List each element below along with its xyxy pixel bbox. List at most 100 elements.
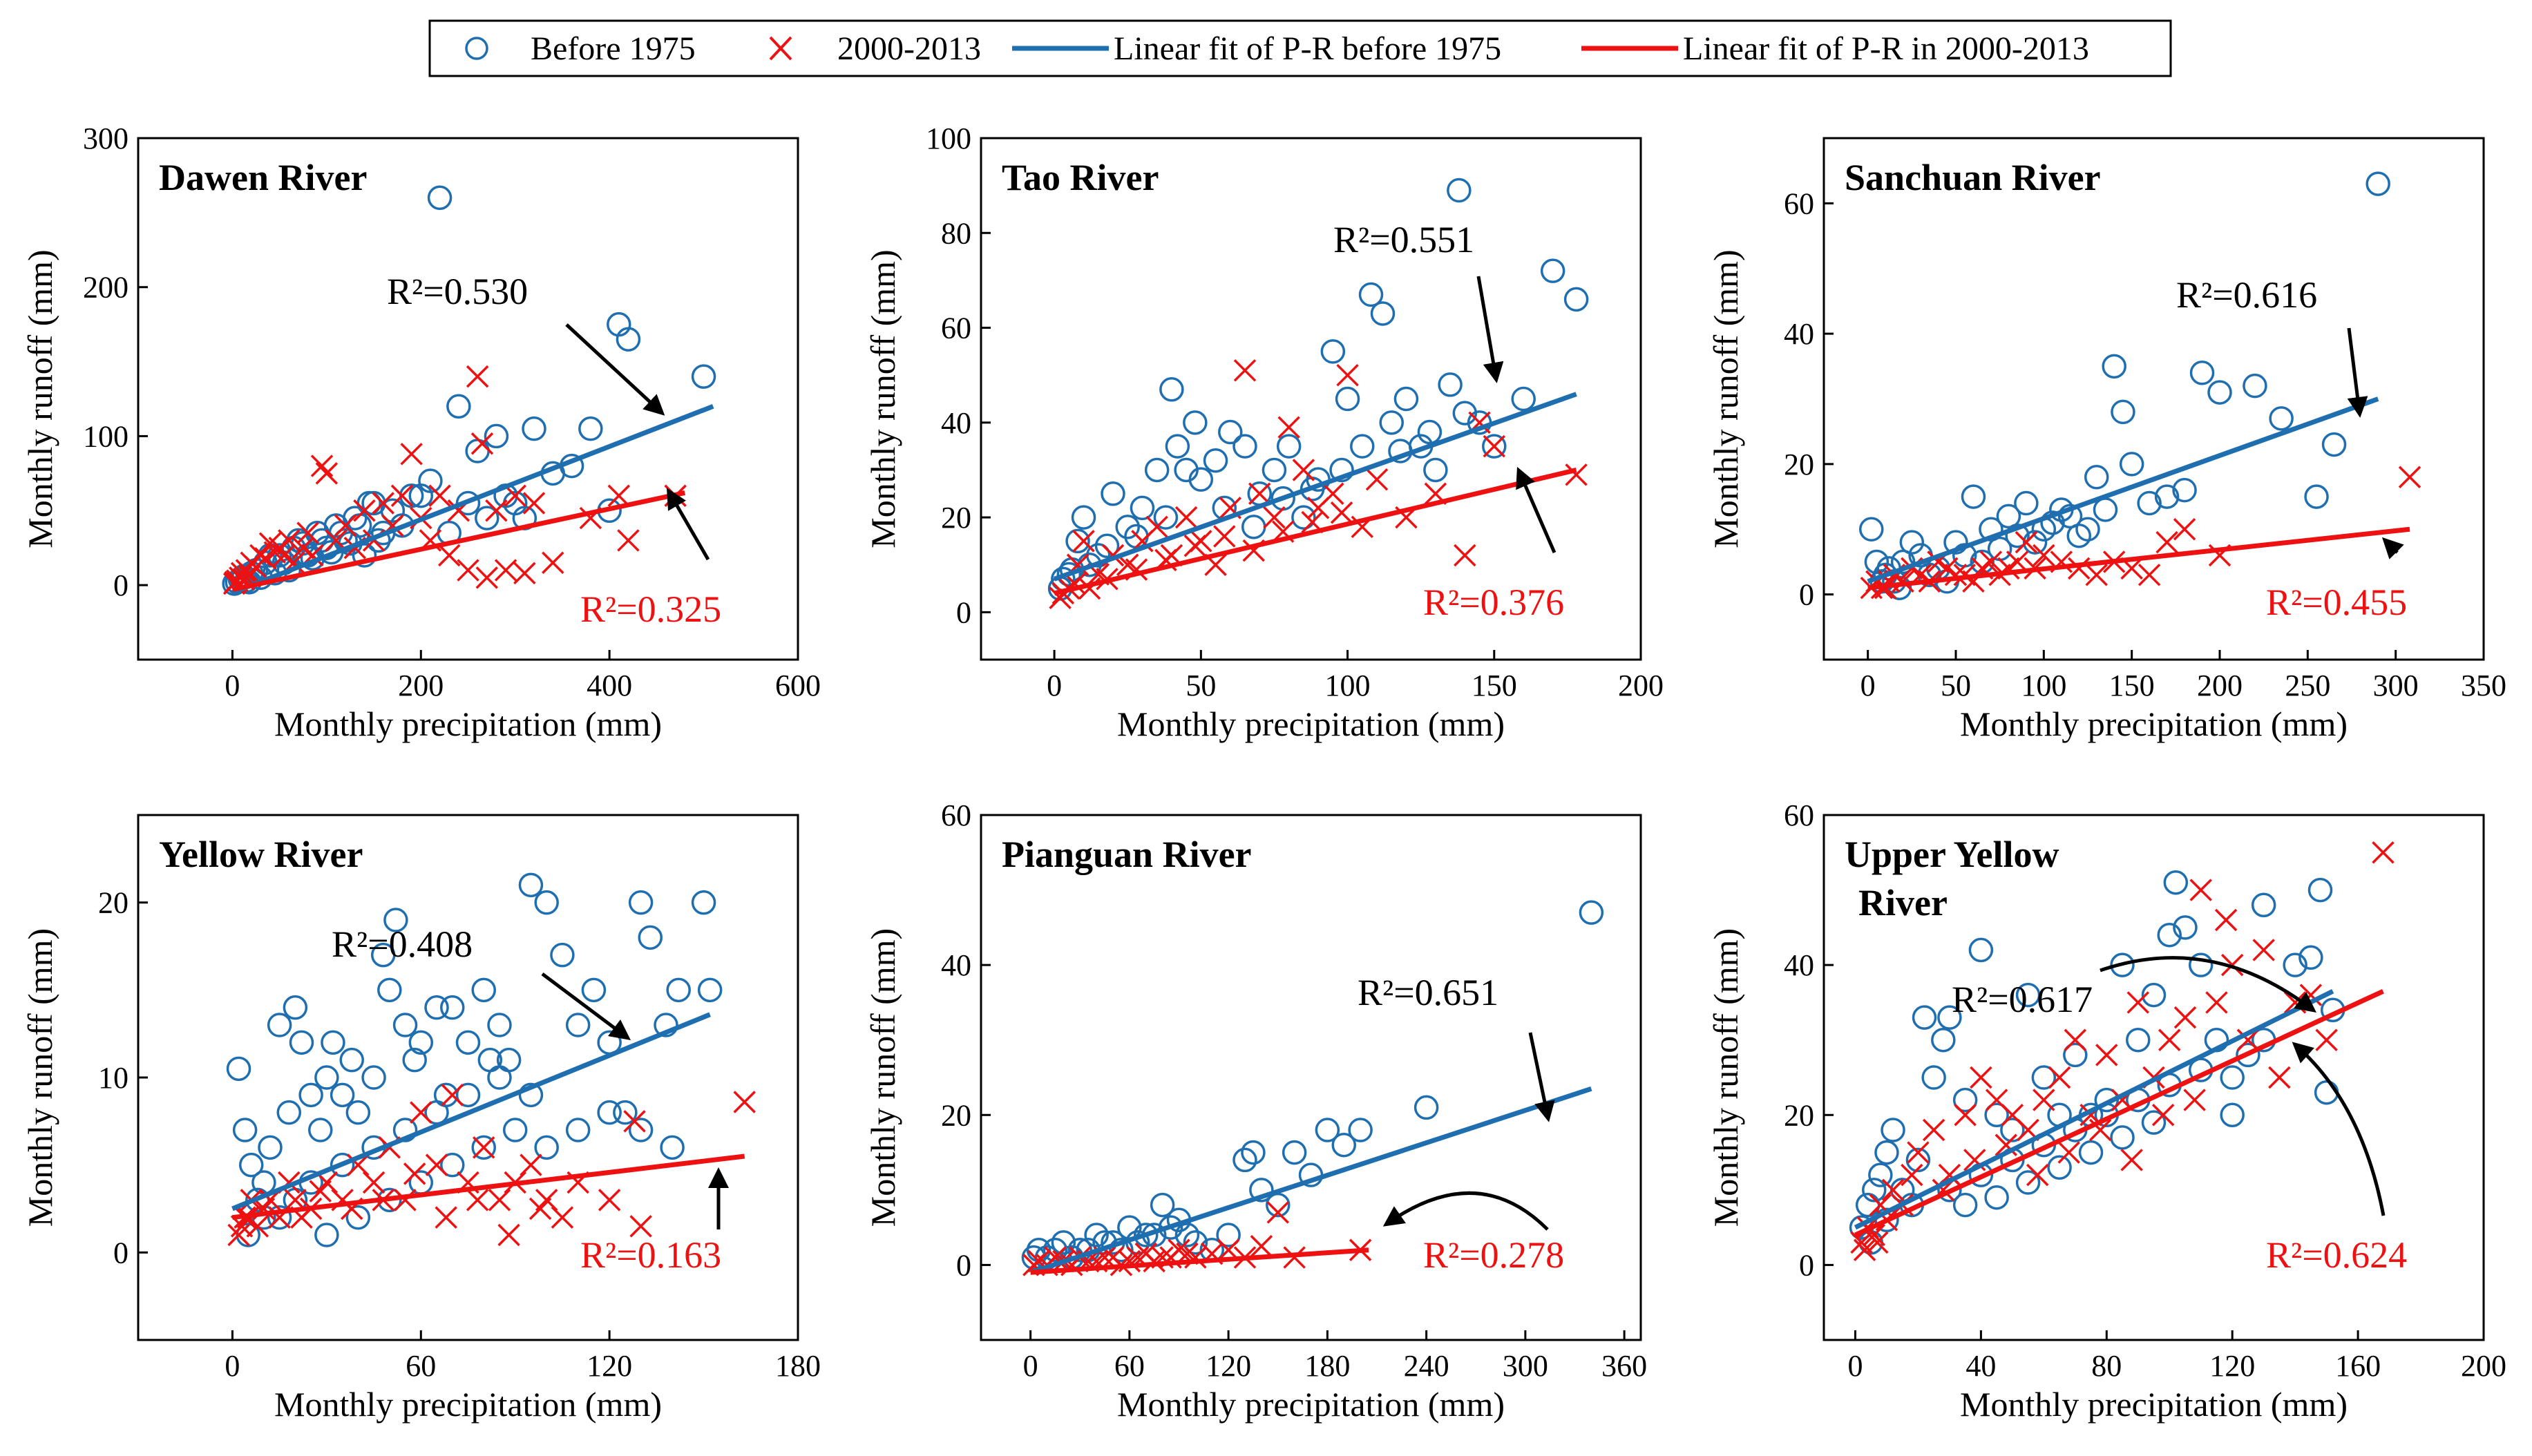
- fit-line-before-1975: [1867, 396, 2379, 584]
- before-1975-point: [1203, 448, 1228, 473]
- period-2000-2013-point: [394, 1189, 417, 1211]
- before-1975-point: [1153, 505, 1179, 530]
- before-1975-point: [1912, 1005, 1937, 1030]
- period-2000-2013-point: [309, 1180, 332, 1203]
- x-axis-label: Monthly precipitation (mm): [1960, 1385, 2348, 1424]
- before-1975-point: [1859, 517, 1884, 542]
- before-1975-point: [377, 977, 402, 1003]
- period-2000-2013-point: [629, 1215, 652, 1238]
- period-2000-2013-point: [2033, 1089, 2055, 1111]
- r2-label-before-1975: R²=0.530: [387, 271, 528, 312]
- before-1975-point: [2111, 399, 2135, 425]
- panel-yellow-river: 0 60 120 180 0 10 20 Monthly precipitation (mm)…: [21, 814, 821, 1424]
- before-1975-point: [402, 1047, 427, 1073]
- before-1975-point: [2078, 1140, 2104, 1165]
- before-1975-point: [1482, 434, 1507, 459]
- panel-title: Dawen River: [159, 157, 367, 198]
- before-1975-point: [1899, 530, 1925, 555]
- arrow-2000-2013: [666, 488, 710, 561]
- before-1975-point: [1150, 1192, 1175, 1218]
- before-1975-point: [475, 506, 499, 530]
- period-2000-2013-point: [2138, 564, 2161, 586]
- before-1975-point: [2236, 1042, 2260, 1068]
- before-1975-point: [298, 1082, 323, 1108]
- before-1975-point: [534, 890, 559, 915]
- arrow-before-1975: [2347, 327, 2368, 418]
- before-1975-point: [2093, 497, 2118, 522]
- x-tick-label: 50: [1186, 669, 1216, 702]
- x-tick-label: 400: [587, 669, 632, 702]
- before-1975-point: [2154, 484, 2180, 509]
- before-1975-point: [638, 925, 663, 950]
- before-1975-point: [502, 1118, 528, 1142]
- before-1975-point: [1358, 282, 1384, 307]
- y-axis-label: Monthly runoff (mm): [21, 928, 59, 1227]
- y-tick-label: 60: [941, 312, 971, 345]
- before-1975-point: [352, 543, 377, 568]
- period-2000-2013-point: [1901, 1163, 1923, 1187]
- before-1975-point: [1291, 505, 1316, 530]
- period-2000-2013-point: [1970, 1066, 1992, 1089]
- y-tick-label: 10: [98, 1061, 128, 1095]
- period-2000-2013-point: [1954, 1104, 1977, 1127]
- y-tick-label: 60: [1784, 798, 1814, 832]
- before-1975-point: [1579, 900, 1604, 925]
- panel-title: Yellow River: [159, 834, 363, 875]
- x-tick-label: 60: [1114, 1349, 1145, 1383]
- r2-label-before-1975: R²=0.651: [1358, 972, 1498, 1013]
- legend-cross-icon: [769, 36, 792, 61]
- before-1975-point: [1051, 1230, 1076, 1255]
- y-tick-label: 40: [941, 948, 971, 982]
- y-axis-label: Monthly runoff (mm): [864, 249, 902, 548]
- before-1975-point: [1071, 505, 1096, 530]
- before-1975-point: [518, 872, 544, 898]
- before-1975-point: [289, 1030, 314, 1055]
- before-1975-point: [2000, 1118, 2025, 1142]
- before-1975-point: [628, 890, 654, 915]
- y-tick-label: 200: [83, 271, 128, 305]
- period-2000-2013-point: [292, 536, 314, 559]
- before-1975-point: [1084, 1223, 1109, 1247]
- x-tick-label: 300: [1503, 1349, 1548, 1383]
- period-2000-2013-point: [278, 529, 301, 552]
- period-2000-2013-point: [617, 529, 640, 552]
- before-1975-point: [1868, 1162, 1893, 1187]
- period-2000-2013-point: [522, 492, 546, 515]
- before-1975-point: [2031, 1065, 2057, 1090]
- x-tick-label: 0: [1860, 669, 1876, 702]
- y-tick-label: 40: [1784, 948, 1814, 982]
- before-1975-point: [1130, 495, 1155, 521]
- before-1975-point: [1043, 1237, 1068, 1263]
- before-1975-point: [1447, 178, 1472, 203]
- before-1975-point: [1329, 457, 1354, 483]
- period-2000-2013-point: [400, 443, 423, 466]
- before-1975-point: [1094, 533, 1120, 559]
- before-1975-point: [565, 1013, 591, 1037]
- before-1975-point: [2366, 171, 2390, 196]
- before-1975-point: [1961, 484, 1986, 509]
- plot-frame: [1822, 814, 2485, 1341]
- period-2000-2013-point: [425, 1153, 448, 1176]
- period-2000-2013-point: [1850, 1231, 1873, 1254]
- y-tick-label: 0: [113, 1236, 128, 1270]
- before-1975-point: [2040, 510, 2065, 535]
- period-2000-2013-point: [2068, 557, 2091, 580]
- plot-frame: [137, 137, 799, 661]
- period-2000-2013-point: [1292, 459, 1315, 481]
- arrow-2000-2013: [1516, 466, 1557, 553]
- before-1975-point: [1021, 1245, 1047, 1270]
- before-1975-point: [1438, 372, 1463, 397]
- before-1975-point: [1144, 457, 1170, 483]
- x-tick-label: 0: [1847, 1349, 1863, 1383]
- before-1975-point: [2304, 484, 2329, 509]
- before-1975-point: [565, 1118, 591, 1142]
- before-1975-point: [345, 1205, 371, 1230]
- before-1975-point: [1379, 410, 1404, 435]
- before-1975-point: [597, 1100, 622, 1125]
- before-1975-point: [471, 977, 496, 1003]
- before-1975-point: [1241, 515, 1266, 539]
- fit-line-before-1975: [231, 1012, 711, 1211]
- before-1975-point: [2307, 877, 2333, 903]
- period-2000-2013-point: [2252, 939, 2275, 961]
